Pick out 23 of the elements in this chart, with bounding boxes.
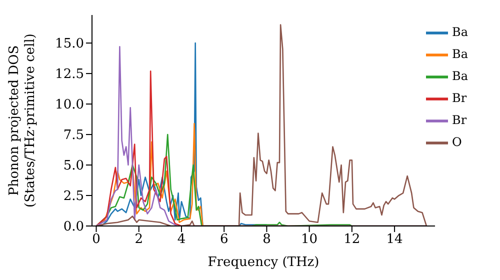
x-axis-title: Frequency (THz) xyxy=(208,255,320,270)
y-tick-label: 7.5 xyxy=(63,128,84,144)
y-tick-label: 2.5 xyxy=(63,189,84,204)
x-tick-label: 14 xyxy=(386,232,403,248)
legend-label: Br xyxy=(452,113,467,128)
y-tick-label: 10.0 xyxy=(55,98,84,113)
x-tick-label: 4 xyxy=(177,232,186,248)
x-tick-label: 6 xyxy=(220,232,228,248)
legend-label: Ba xyxy=(452,47,468,62)
x-tick-label: 8 xyxy=(262,232,271,248)
y-axis-title: Phonon projected DOS (States/THz·primitive cell) xyxy=(7,33,38,208)
y-tick-label: 5.0 xyxy=(63,158,84,174)
legend-label: Ba xyxy=(452,69,468,84)
x-tick-label: 10 xyxy=(301,232,318,248)
legend-label: Ba xyxy=(452,25,468,40)
y-tick-label: 0.0 xyxy=(63,220,84,235)
legend-label: Br xyxy=(452,91,467,106)
x-tick-label: 12 xyxy=(344,232,360,248)
x-tick-label: 2 xyxy=(134,232,144,248)
y-tick-label: 12.5 xyxy=(55,67,84,82)
y-tick-label: 15.0 xyxy=(55,36,84,52)
x-tick-label: 0 xyxy=(92,232,100,248)
legend-label: O xyxy=(452,135,462,150)
